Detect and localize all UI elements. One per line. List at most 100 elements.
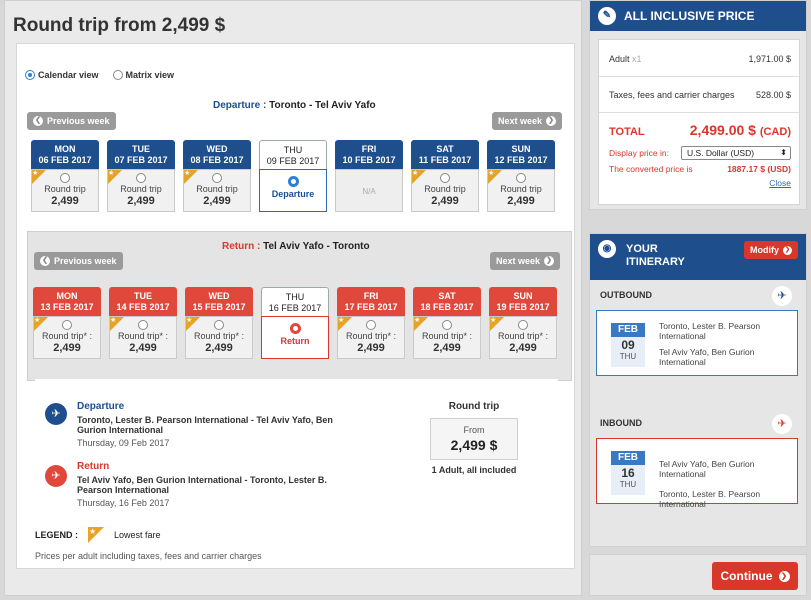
inbound-from: Tel Aviv Yafo, Ben Gurion International (659, 459, 755, 479)
inbound-calendar: FEB 16 THU (611, 451, 645, 495)
total-currency: (CAD) (759, 126, 791, 138)
fare-radio[interactable] (138, 320, 148, 330)
matrix-view-option[interactable]: Matrix view (112, 70, 174, 80)
fare-radio[interactable] (516, 173, 526, 183)
departure-previous-week-button[interactable]: ❮ Previous week (27, 112, 116, 130)
departure-day-header: TUE 07 FEB 2017 (107, 140, 175, 169)
return-fare-box[interactable]: Round trip* :2,499 (489, 316, 557, 359)
return-previous-week-button[interactable]: ❮ Previous week (34, 252, 123, 270)
fare-label: Round trip (196, 184, 238, 194)
inbound-label: INBOUND (600, 418, 642, 428)
departure-unavailable-day-box[interactable]: N/A (335, 169, 403, 212)
return-fare-box[interactable]: Round trip* :2,499 (109, 316, 177, 359)
outbound-month: FEB (611, 323, 645, 337)
lowest-fare-star-icon (34, 316, 48, 331)
modify-button[interactable]: Modify ❯ (744, 241, 798, 259)
previous-week-label: Previous week (47, 116, 110, 126)
converted-label: The converted price is (609, 164, 693, 174)
departure-day-header: WED 08 FEB 2017 (183, 140, 251, 169)
weekday: TUE (134, 291, 152, 301)
departure-heading-route: Toronto - Tel Aviv Yafo (269, 100, 376, 111)
return-heading-label: Return : (222, 241, 261, 252)
converted-value: 1887.17 $ (USD) (727, 164, 791, 174)
price-card-header: ✎ ALL INCLUSIVE PRICE (590, 1, 806, 31)
date: 15 FEB 2017 (192, 302, 246, 312)
continue-label: Continue (720, 569, 773, 583)
fare-price: 2,499 (507, 195, 535, 207)
selected-radio[interactable] (287, 176, 299, 187)
departure-day-header: FRI 10 FEB 2017 (335, 140, 403, 169)
calendar-view-label: Calendar view (38, 70, 99, 80)
outbound-label: OUTBOUND (600, 290, 652, 300)
return-fare-box[interactable]: Round trip* :2,499 (413, 316, 481, 359)
fare-radio[interactable] (212, 173, 222, 183)
price-note: Prices per adult including taxes, fees a… (35, 551, 262, 561)
arrow-right-icon: ❯ (783, 245, 792, 255)
next-week-label: Next week (498, 116, 543, 126)
itinerary-title-line1: YOUR (626, 243, 658, 255)
round-trip-price: 2,499 $ (450, 437, 498, 453)
date: 06 FEB 2017 (38, 155, 92, 165)
legend-label: LEGEND : (35, 530, 79, 540)
return-fare-box[interactable]: Round trip* :2,499 (185, 316, 253, 359)
selected-radio[interactable] (289, 323, 301, 334)
departure-day-fri[interactable]: FRI 10 FEB 2017 N/A (335, 140, 403, 212)
return-fare-box[interactable]: Round trip* :2,499 (33, 316, 101, 359)
weekday: TUE (132, 144, 150, 154)
continue-button[interactable]: Continue ❯ (712, 562, 798, 590)
departure-next-week-button[interactable]: Next week ❯ (492, 112, 563, 130)
fare-price: 2,499 (129, 342, 157, 354)
fare-radio[interactable] (442, 320, 452, 330)
departure-day-thu[interactable]: THU 09 FEB 2017 Departure (259, 140, 327, 212)
departure-day-header: SUN 12 FEB 2017 (487, 140, 555, 169)
matrix-view-radio[interactable] (112, 70, 123, 80)
fare-radio[interactable] (136, 173, 146, 183)
calendar-view-option[interactable]: Calendar view (25, 70, 99, 80)
return-fare-box[interactable]: Round trip* :2,499 (337, 316, 405, 359)
departure-day-header: SAT 11 FEB 2017 (411, 140, 479, 169)
return-day-header: MON 13 FEB 2017 (33, 287, 101, 316)
fare-radio[interactable] (440, 173, 450, 183)
plane-icon: ✈ (45, 465, 67, 487)
fare-radio[interactable] (214, 320, 224, 330)
currency-select[interactable]: U.S. Dollar (USD) (681, 146, 791, 160)
fare-price: 2,499 (51, 195, 79, 207)
fare-radio[interactable] (60, 173, 70, 183)
inbound-to: Toronto, Lester B. Pearson International (659, 489, 761, 509)
plane-takeoff-icon: ✈ (772, 286, 792, 306)
close-link[interactable]: Close (769, 178, 791, 188)
date: 10 FEB 2017 (342, 155, 396, 165)
fare-price: 2,499 (203, 195, 231, 207)
return-selected-day-box[interactable]: Return (261, 316, 329, 359)
round-trip-title: Round trip (448, 401, 500, 412)
return-day-thu[interactable]: THU 16 FEB 2017 Return (261, 287, 329, 359)
return-heading-route: Tel Aviv Yafo - Toronto (263, 241, 370, 252)
fare-radio[interactable] (62, 320, 72, 330)
summary-return-title: Return (77, 461, 110, 472)
calendar-view-radio[interactable] (25, 70, 35, 80)
fare-radio[interactable] (518, 320, 528, 330)
unavailable-label: N/A (362, 187, 376, 196)
fare-radio[interactable] (366, 320, 376, 330)
departure-selected-day-box[interactable]: Departure (259, 169, 327, 212)
return-next-week-button[interactable]: Next week ❯ (490, 252, 561, 270)
fare-price: 2,499 (53, 342, 81, 354)
fare-label: Round trip* : (421, 331, 473, 341)
return-day-header: THU 16 FEB 2017 (261, 287, 329, 316)
